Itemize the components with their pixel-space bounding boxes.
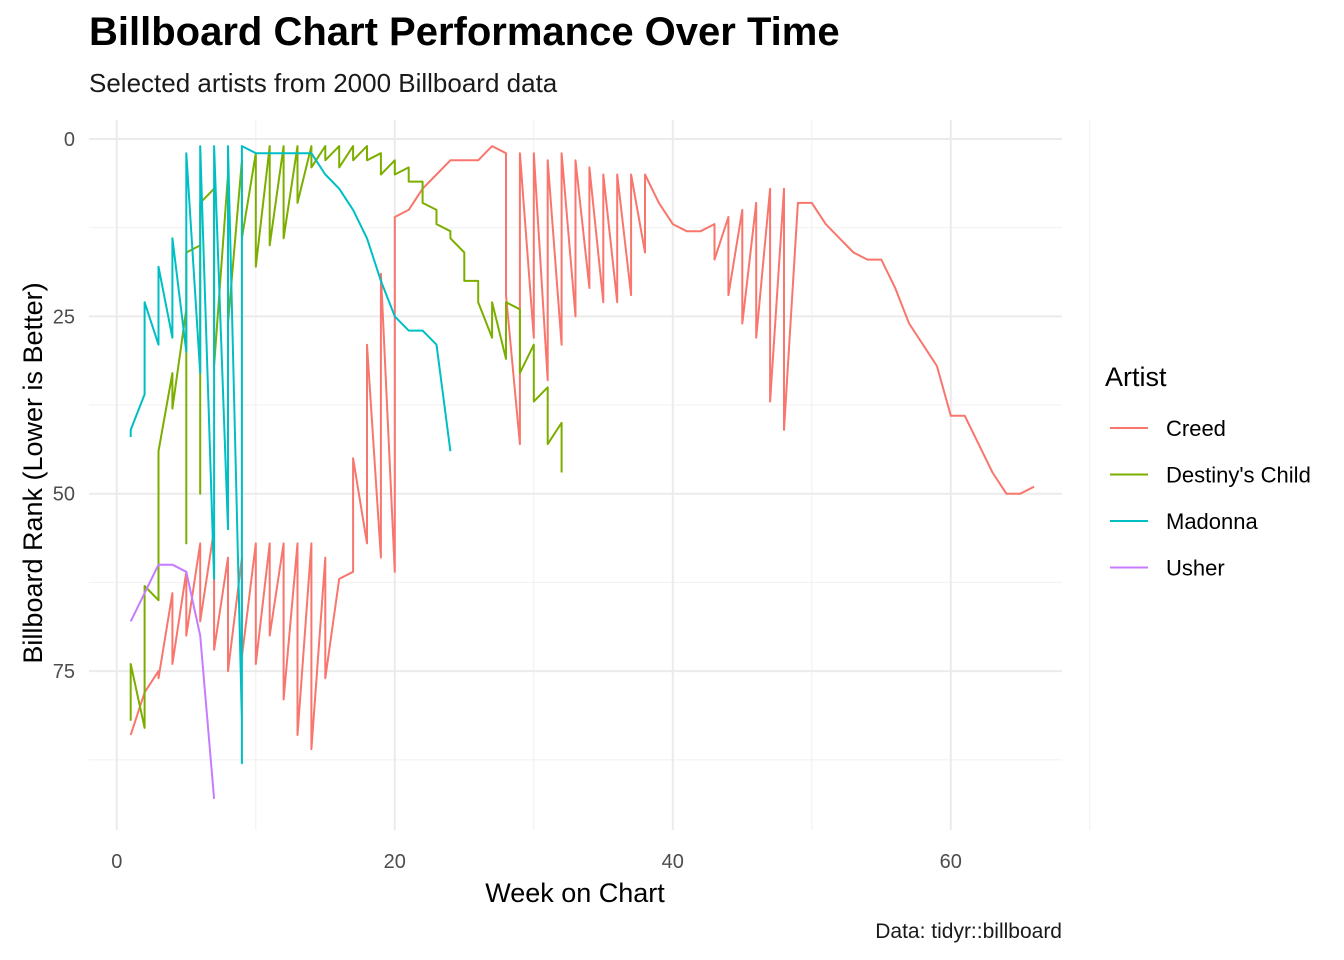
- x-tick-label: 40: [662, 851, 684, 873]
- legend: Artist Creed Destiny's Child Madonna Usher: [1105, 362, 1311, 581]
- series-line-destiny-s-child: [129, 145, 563, 729]
- y-tick-label: 75: [53, 661, 75, 683]
- chart-title: Billboard Chart Performance Over Time: [89, 10, 840, 54]
- series-line-creed: [129, 145, 1035, 751]
- chart-caption: Data: tidyr::billboard: [875, 920, 1062, 943]
- y-tick-label: 25: [53, 306, 75, 328]
- series-line-madonna: [129, 145, 452, 765]
- x-tick-label: 60: [940, 851, 962, 873]
- legend-label-creed: Creed: [1166, 416, 1226, 441]
- x-axis-title: Week on Chart: [485, 878, 665, 908]
- grid-major: [89, 120, 1062, 830]
- legend-title: Artist: [1105, 362, 1167, 392]
- y-tick-label: 50: [53, 484, 75, 506]
- chart-subtitle: Selected artists from 2000 Billboard dat…: [89, 68, 558, 98]
- y-tick-label: 0: [64, 129, 75, 151]
- x-axis-ticks: 0 20 40 60: [111, 851, 962, 873]
- y-axis-title: Billboard Rank (Lower is Better): [18, 282, 48, 663]
- series-lines: [129, 145, 1035, 799]
- grid-minor: [89, 120, 1091, 830]
- x-tick-label: 20: [384, 851, 406, 873]
- series-line-usher: [129, 563, 216, 799]
- x-tick-label: 0: [111, 851, 122, 873]
- y-axis-ticks: 0 25 50 75: [53, 129, 75, 683]
- legend-label-usher: Usher: [1166, 556, 1225, 581]
- legend-label-destiny-s-child: Destiny's Child: [1166, 463, 1311, 488]
- legend-label-madonna: Madonna: [1166, 509, 1259, 534]
